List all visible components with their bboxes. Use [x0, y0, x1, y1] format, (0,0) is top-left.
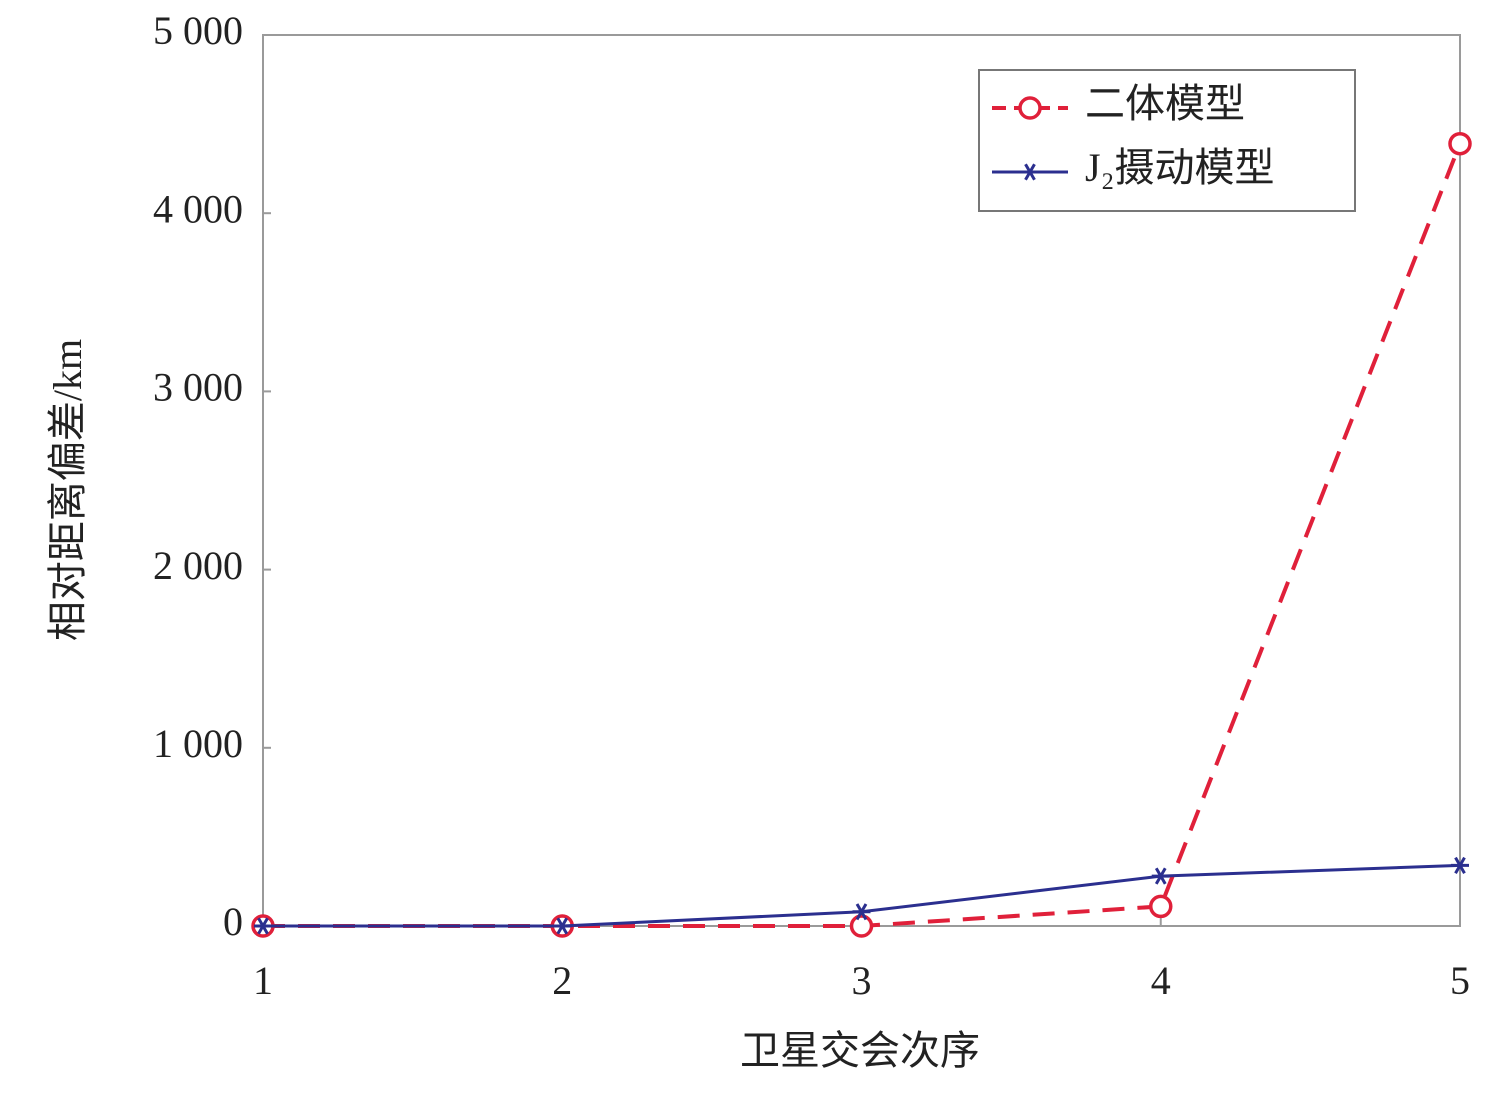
y-tick-label: 0 — [223, 899, 243, 944]
x-axis-label: 卫星交会次序 — [740, 1028, 980, 1073]
marker — [1149, 894, 1173, 919]
series-line — [263, 142, 1462, 928]
y-axis-label: 相对距离偏差/km — [45, 339, 90, 641]
y-tick-label: 1 000 — [153, 721, 243, 766]
x-tick-label: 1 — [253, 958, 273, 1003]
marker — [849, 914, 874, 938]
x-tick-label: 3 — [852, 958, 872, 1003]
y-tick-label: 5 000 — [153, 8, 243, 53]
marker — [254, 917, 272, 935]
x-tick-label: 4 — [1151, 958, 1171, 1003]
y-tick-label: 4 000 — [153, 186, 243, 231]
legend-label: J₂摄动模型 — [1085, 145, 1275, 190]
x-tick-label: 5 — [1450, 958, 1470, 1003]
marker — [852, 903, 871, 921]
y-tick-label: 3 000 — [153, 365, 243, 410]
y-tick-label: 2 000 — [153, 543, 243, 588]
marker — [1151, 867, 1170, 885]
x-tick-label: 2 — [552, 958, 572, 1003]
marker — [1018, 96, 1042, 120]
marker — [1448, 131, 1472, 156]
marker — [1451, 856, 1469, 874]
marker — [1021, 163, 1039, 181]
legend-box — [978, 69, 1356, 212]
marker — [553, 917, 572, 935]
legend-label: 二体模型 — [1085, 81, 1245, 126]
